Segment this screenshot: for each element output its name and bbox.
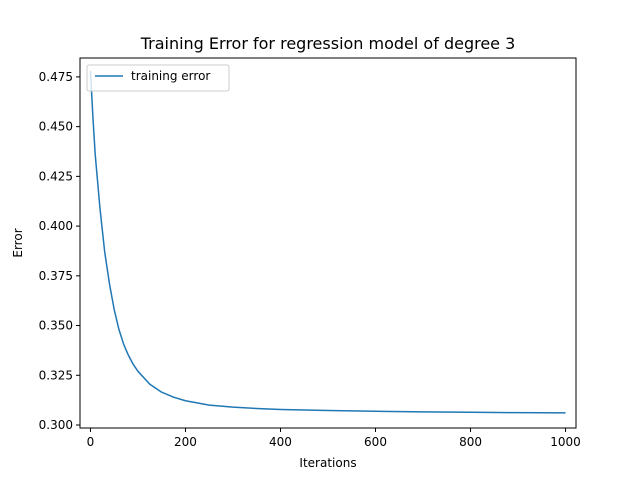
x-tick-label: 1000 [550, 435, 581, 449]
y-tick-label: 0.375 [39, 269, 73, 283]
y-axis-label: Error [11, 228, 25, 257]
y-tick-label: 0.325 [39, 368, 73, 382]
legend: training error [86, 64, 230, 92]
y-axis: 0.300 0.325 0.350 0.375 0.400 0.425 0.450 0.475 [39, 70, 80, 432]
y-tick-label: 0.350 [39, 319, 73, 333]
x-tick-label: 0 [87, 435, 95, 449]
legend-label: training error [131, 69, 210, 83]
x-tick-label: 600 [364, 435, 387, 449]
x-axis: 0 200 400 600 800 1000 [87, 428, 581, 449]
series-line-training-error [89, 70, 566, 414]
y-tick-label: 0.475 [39, 70, 73, 84]
x-axis-label: Iterations [299, 456, 356, 470]
y-tick-label: 0.400 [39, 219, 73, 233]
plot-area [79, 57, 577, 429]
y-tick-label: 0.300 [39, 418, 73, 432]
x-tick-label: 800 [459, 435, 482, 449]
plot-background [80, 58, 576, 428]
x-tick-label: 200 [174, 435, 197, 449]
x-tick-label: 400 [269, 435, 292, 449]
chart-title: Training Error for regression model of d… [140, 34, 516, 53]
y-tick-label: 0.450 [39, 120, 73, 134]
plot-frame [79, 57, 577, 429]
y-tick-label: 0.425 [39, 169, 73, 183]
series-layer [89, 70, 566, 414]
legend-frame [86, 64, 230, 92]
